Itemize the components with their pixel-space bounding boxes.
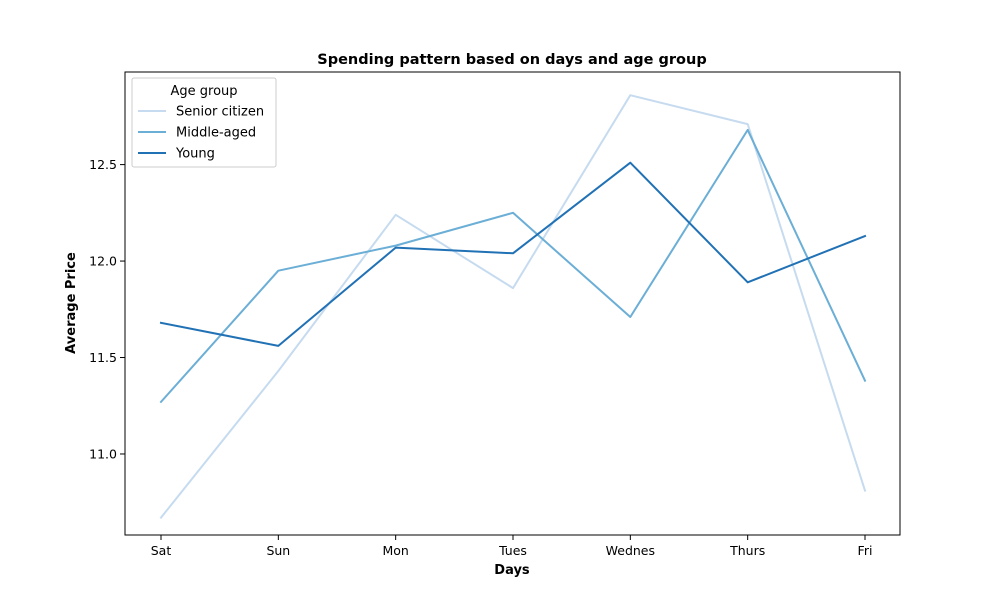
x-tick-label-sun: Sun	[266, 543, 290, 558]
x-tick-label-tues: Tues	[498, 543, 527, 558]
series-line-young	[159, 161, 867, 347]
y-axis-label: Average Price	[64, 252, 79, 354]
chart-title: Spending pattern based on days and age g…	[317, 52, 706, 68]
x-tick-label-mon: Mon	[382, 543, 408, 558]
legend-box	[131, 77, 277, 168]
x-tick-label-fri: Fri	[858, 543, 873, 558]
legend-items: Senior citizen Middle-aged Young	[138, 105, 264, 162]
legend-label-middle-aged: Middle-aged	[176, 126, 256, 141]
legend-label-young: Young	[175, 147, 215, 162]
x-tick-label-sat: Sat	[151, 543, 172, 558]
x-axis: Sat Sun Mon Tues Wednes Thurs Fri	[151, 535, 873, 558]
y-axis: 11.0 11.5 12.0 12.5	[89, 157, 125, 461]
legend: Age group Senior citizen Middle-aged Young	[131, 77, 277, 168]
legend-title: Age group	[170, 84, 237, 99]
legend-label-senior-citizen: Senior citizen	[176, 105, 264, 120]
x-axis-label: Days	[494, 563, 530, 578]
series-line-middle-aged	[159, 128, 867, 404]
y-tick-label: 11.5	[89, 350, 117, 365]
x-tick-label-thurs: Thurs	[729, 543, 765, 558]
x-tick-label-wednes: Wednes	[606, 543, 655, 558]
series-line-senior-citizen	[159, 94, 867, 520]
series-layer	[159, 94, 867, 520]
y-tick-label: 11.0	[89, 446, 117, 461]
y-tick-label: 12.0	[89, 254, 117, 269]
y-tick-label: 12.5	[89, 157, 117, 172]
